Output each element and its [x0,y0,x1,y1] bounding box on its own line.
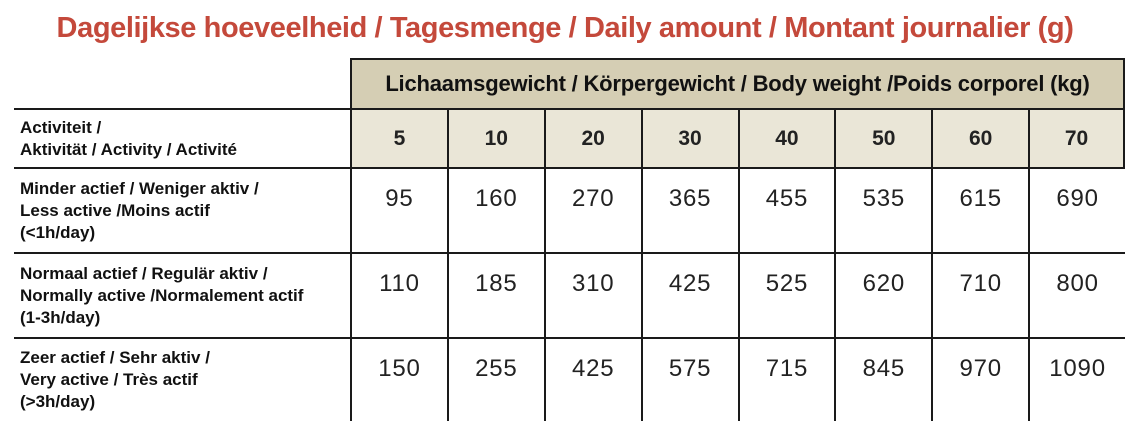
row-label-normally-active: Normaal actief / Regulär aktiv / Normall… [14,252,350,337]
amount-cell: 845 [834,337,932,421]
weight-col-header-40: 40 [737,108,835,167]
row-label-line: Less active /Moins actif [20,200,210,220]
amount-cell: 800 [1028,252,1125,337]
amount-cell: 160 [446,167,544,252]
row-label-line: Normally active /Normalement actif [20,285,304,305]
amount-cell: 365 [640,167,738,252]
amount-cell: 1090 [1028,337,1125,421]
amount-cell: 710 [931,252,1029,337]
row-label-line: Minder actief / Weniger aktiv / [20,178,259,198]
amount-cell: 690 [1028,167,1125,252]
weight-col-header-20: 20 [543,108,641,167]
weight-col-header-60: 60 [931,108,1029,167]
row-label-less-active: Minder actief / Weniger aktiv / Less act… [14,167,350,252]
weight-col-header-10: 10 [446,108,544,167]
row-label-line: (<1h/day) [20,222,96,242]
row-label-line: Very active / Très actif [20,370,198,389]
row-label-line: Zeer actief / Sehr aktiv / [20,348,210,367]
row-label-line: Normaal actief / Regulär aktiv / [20,263,268,283]
activity-column-header: Activiteit / Aktivität / Activity / Acti… [14,108,350,167]
row-label-line: (1-3h/day) [20,307,101,327]
amount-cell: 525 [737,252,835,337]
amount-cell: 620 [834,252,932,337]
weight-col-header-5: 5 [350,108,447,167]
amount-cell: 575 [640,337,738,421]
feeding-amount-table: Lichaamsgewicht / Körpergewicht / Body w… [14,58,1125,421]
amount-cell: 150 [350,337,447,421]
weight-col-header-30: 30 [640,108,738,167]
body-weight-header: Lichaamsgewicht / Körpergewicht / Body w… [350,58,1125,108]
row-label-line: (>3h/day) [20,392,96,411]
amount-cell: 185 [446,252,544,337]
weight-col-header-50: 50 [834,108,932,167]
page-title: Dagelijkse hoeveelheid / Tagesmenge / Da… [56,12,1074,44]
amount-cell: 425 [640,252,738,337]
amount-cell: 110 [350,252,447,337]
amount-cell: 95 [350,167,447,252]
amount-cell: 310 [543,252,641,337]
activity-header-line: Activiteit / [20,117,102,137]
amount-cell: 455 [737,167,835,252]
weight-col-header-70: 70 [1028,108,1125,167]
empty-corner-cell [14,58,350,108]
amount-cell: 270 [543,167,641,252]
amount-cell: 255 [446,337,544,421]
row-label-very-active: Zeer actief / Sehr aktiv / Very active /… [14,337,350,421]
activity-header-line: Aktivität / Activity / Activité [20,139,237,159]
amount-cell: 970 [931,337,1029,421]
amount-cell: 715 [737,337,835,421]
amount-cell: 615 [931,167,1029,252]
amount-cell: 535 [834,167,932,252]
amount-cell: 425 [543,337,641,421]
